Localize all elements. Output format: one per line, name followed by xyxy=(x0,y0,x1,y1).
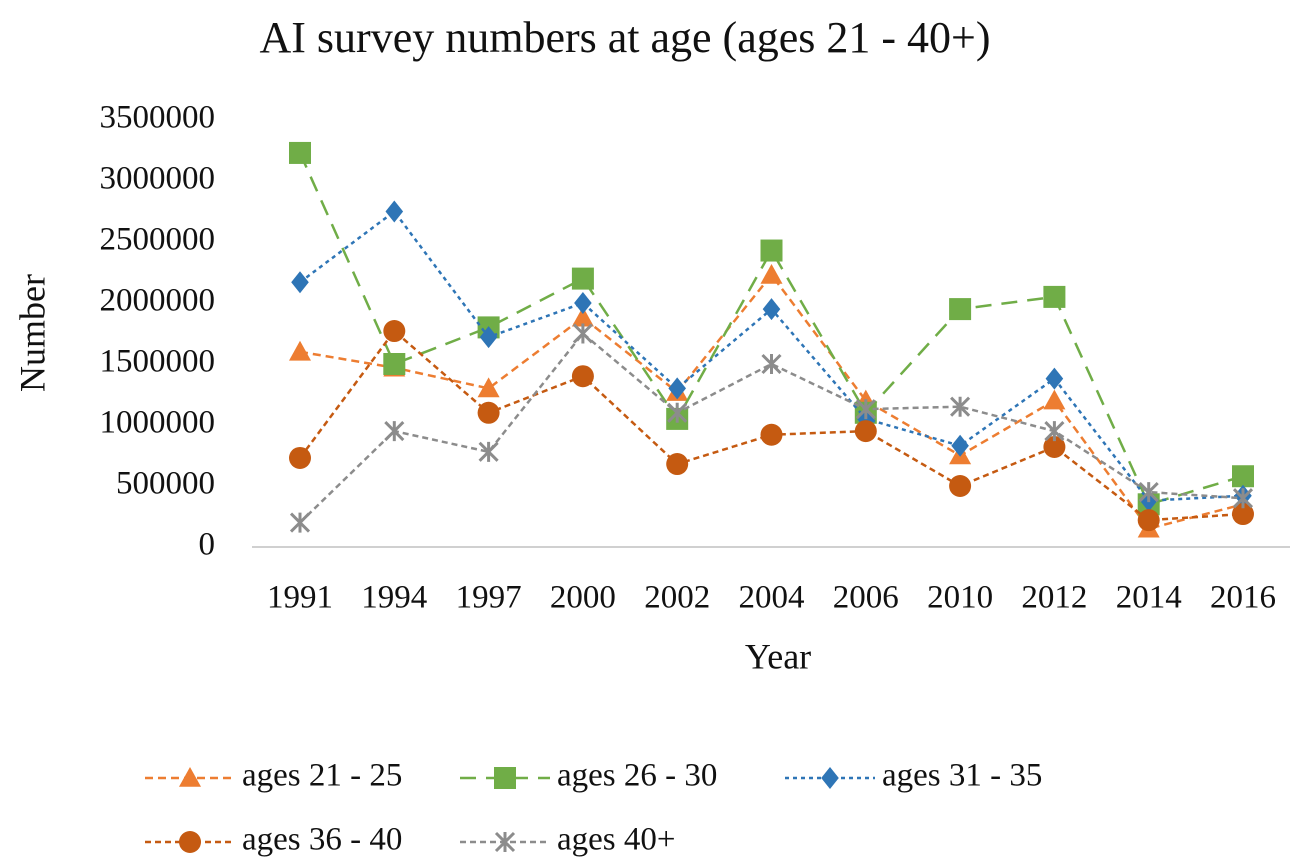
x-tick-label: 2002 xyxy=(644,580,710,616)
data-point xyxy=(383,353,406,375)
data-point xyxy=(1137,509,1160,532)
data-point xyxy=(1232,465,1254,488)
data-point xyxy=(1232,503,1254,526)
data-point xyxy=(951,434,969,457)
data-point xyxy=(761,353,782,375)
data-point xyxy=(574,292,592,314)
x-tick-label: 2004 xyxy=(739,580,805,616)
data-point xyxy=(571,365,594,388)
data-point xyxy=(666,453,689,476)
data-point xyxy=(855,399,876,420)
data-point xyxy=(667,402,688,423)
data-point xyxy=(478,441,499,462)
y-tick-label: 1500000 xyxy=(100,344,216,380)
x-tick-label: 2014 xyxy=(1116,580,1182,616)
data-point xyxy=(760,263,783,284)
data-point xyxy=(1044,421,1065,442)
data-point xyxy=(1043,389,1066,410)
data-point xyxy=(762,298,781,321)
data-point xyxy=(571,267,594,290)
data-point xyxy=(383,320,406,343)
x-tick-label: 2000 xyxy=(550,580,616,616)
data-point xyxy=(384,421,405,442)
data-point xyxy=(1045,367,1064,390)
legend-marker xyxy=(821,767,839,789)
x-tick-label: 2010 xyxy=(927,580,993,616)
data-point xyxy=(477,377,500,398)
series-line xyxy=(298,152,1244,506)
x-tick-label: 2012 xyxy=(1021,580,1087,616)
x-tick-label: 2016 xyxy=(1210,580,1276,616)
y-tick-label: 0 xyxy=(199,527,216,563)
data-point xyxy=(760,423,783,446)
series-line xyxy=(299,331,1244,524)
data-point xyxy=(1043,285,1066,308)
data-point xyxy=(479,326,498,349)
data-point xyxy=(571,306,594,327)
y-tick-label: 3500000 xyxy=(100,100,216,136)
y-tick-label: 500000 xyxy=(116,466,215,502)
legend-label: ages 31 - 35 xyxy=(882,758,1042,794)
x-tick-label: 2006 xyxy=(833,580,899,616)
x-tick-label: 1997 xyxy=(456,580,522,616)
x-tick-label: 1991 xyxy=(267,580,333,616)
data-point xyxy=(950,396,971,417)
x-axis-label: Year xyxy=(745,636,811,676)
data-point xyxy=(289,512,311,533)
legend-label: ages 40+ xyxy=(557,822,676,858)
legend-marker xyxy=(494,767,516,789)
y-tick-label: 2500000 xyxy=(100,222,216,258)
data-point xyxy=(949,298,972,321)
y-tick-label: 1000000 xyxy=(100,405,216,441)
data-point xyxy=(289,446,311,469)
data-point xyxy=(1043,435,1066,458)
series-line xyxy=(299,272,1244,531)
data-point xyxy=(854,420,877,443)
data-point xyxy=(289,340,311,361)
data-point xyxy=(668,377,686,400)
data-point xyxy=(291,271,309,294)
x-tick-label: 1994 xyxy=(361,580,427,616)
data-point xyxy=(477,401,500,424)
data-point xyxy=(385,200,404,223)
chart-title: AI survey numbers at age (ages 21 - 40+) xyxy=(259,13,990,62)
data-point xyxy=(1232,488,1254,509)
legend-marker xyxy=(179,831,201,853)
y-tick-label: 2000000 xyxy=(100,283,216,319)
legend-label: ages 21 - 25 xyxy=(242,758,402,794)
legend-marker xyxy=(179,767,201,787)
data-point xyxy=(760,239,783,262)
legend-label: ages 36 - 40 xyxy=(242,822,402,858)
data-point xyxy=(949,475,972,497)
legend-marker xyxy=(494,831,516,853)
data-point xyxy=(572,323,593,344)
data-point xyxy=(289,141,311,164)
data-point xyxy=(1138,482,1159,503)
y-axis-label: Number xyxy=(12,274,52,392)
legend-label: ages 26 - 30 xyxy=(557,758,717,794)
y-tick-label: 3000000 xyxy=(100,161,216,197)
